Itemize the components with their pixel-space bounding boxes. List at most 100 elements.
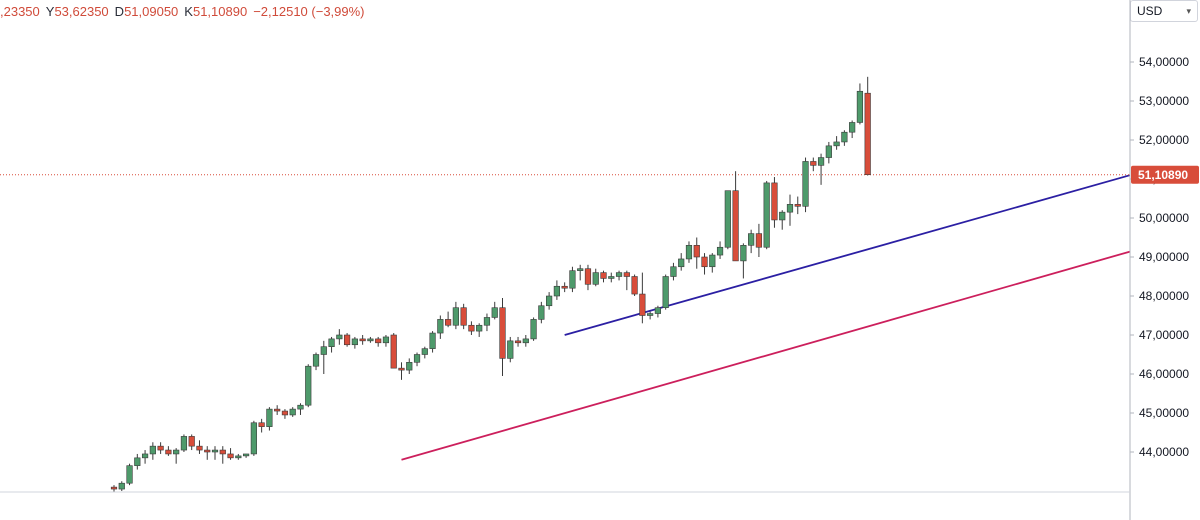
candle-body	[413, 354, 421, 363]
candle	[468, 321, 475, 335]
candle-body	[382, 336, 390, 344]
candle-body	[173, 449, 180, 455]
candle-body	[460, 307, 467, 326]
candle-body	[149, 445, 156, 455]
candle	[460, 303, 467, 330]
currency-selector[interactable]: USD ▾	[1130, 0, 1198, 22]
candle-body	[320, 346, 327, 355]
candle	[165, 446, 172, 456]
y-tick-label: 44,00000	[1139, 445, 1189, 459]
candle-body	[165, 449, 172, 455]
candle	[856, 83, 864, 125]
candle-body	[204, 449, 211, 453]
candle-body	[817, 157, 825, 166]
ohlc-low-value: 51,09050	[124, 3, 179, 19]
candle-body	[211, 449, 219, 453]
candle-body	[157, 445, 164, 451]
candle	[382, 335, 390, 347]
candle	[157, 442, 164, 454]
candle	[134, 453, 141, 470]
y-tick-label: 54,00000	[1139, 55, 1189, 69]
candle-body	[561, 285, 568, 289]
candle	[437, 315, 444, 339]
candle	[406, 358, 413, 374]
candle-body	[196, 445, 203, 451]
y-tick-label: 45,00000	[1139, 406, 1189, 420]
candle	[763, 180, 770, 250]
candle	[817, 153, 825, 185]
candle	[514, 336, 522, 347]
y-tick-label: 53,00000	[1139, 94, 1189, 108]
candle-body	[530, 319, 537, 340]
candle	[600, 270, 607, 283]
candle	[584, 264, 592, 291]
candle-body	[359, 338, 366, 342]
candle-body	[367, 338, 374, 342]
candle	[771, 177, 778, 228]
candle	[445, 311, 452, 328]
candle-body	[546, 295, 553, 307]
candle	[305, 364, 312, 408]
candle-body	[507, 340, 514, 359]
candle-body	[670, 266, 677, 277]
candle-body	[297, 404, 304, 410]
candle-body	[126, 465, 133, 484]
candle-body	[538, 305, 545, 320]
ohlc-low-key: D	[114, 3, 125, 19]
candle-body	[514, 340, 522, 344]
candle	[227, 448, 234, 460]
candle	[320, 340, 327, 374]
candle-body	[701, 256, 708, 268]
candle	[670, 262, 677, 281]
candle	[864, 76, 871, 176]
candle-body	[794, 204, 801, 207]
candle-body	[584, 268, 592, 285]
candle-body	[274, 408, 281, 412]
candle	[351, 336, 358, 349]
candle-body	[328, 338, 335, 347]
candle	[367, 336, 374, 343]
candle	[678, 253, 685, 271]
candle-body	[421, 348, 428, 355]
candle-body	[654, 307, 661, 314]
candle	[662, 274, 669, 310]
candle-body	[281, 410, 289, 416]
candle-body	[841, 131, 848, 143]
last-price-tag	[1131, 165, 1199, 184]
candle-body	[343, 334, 351, 346]
candle-body	[608, 276, 615, 279]
candle-body	[647, 313, 654, 316]
candle-body	[250, 422, 257, 455]
candle	[507, 336, 514, 363]
candle	[623, 270, 630, 291]
candle-body	[134, 457, 141, 466]
ohlc-high-key: Y	[45, 3, 55, 19]
candle-body	[312, 354, 320, 367]
candle-body	[553, 285, 560, 297]
candle	[825, 141, 832, 164]
candle	[421, 346, 428, 359]
candle-body	[748, 233, 755, 246]
candle	[336, 329, 343, 345]
candle	[250, 420, 257, 456]
candle-body	[592, 272, 599, 285]
candle	[312, 352, 320, 371]
candle	[141, 450, 149, 464]
candle-body	[491, 307, 498, 318]
candle	[553, 280, 560, 300]
candle	[110, 485, 118, 492]
candle	[841, 130, 848, 146]
y-tick-label: 47,00000	[1139, 328, 1189, 342]
candle-body	[709, 254, 716, 268]
candle-body	[452, 307, 459, 326]
candle-body	[825, 145, 832, 158]
candle	[561, 282, 568, 293]
candle-body	[406, 361, 413, 371]
candle-body	[856, 90, 864, 123]
ohlc-open-value: ,23350	[0, 3, 40, 19]
candle	[266, 407, 273, 431]
candle-body	[476, 324, 483, 332]
candle	[577, 264, 584, 281]
candle	[359, 335, 366, 345]
